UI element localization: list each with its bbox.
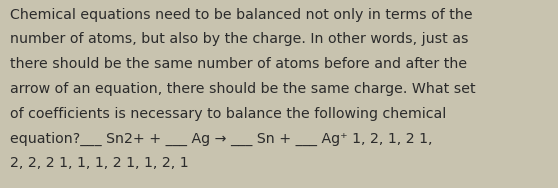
Text: arrow of an equation, there should be the same charge. What set: arrow of an equation, there should be th… bbox=[10, 82, 475, 96]
Text: 2, 2, 2 1, 1, 1, 2 1, 1, 2, 1: 2, 2, 2 1, 1, 1, 2 1, 1, 2, 1 bbox=[10, 156, 189, 170]
Text: there should be the same number of atoms before and after the: there should be the same number of atoms… bbox=[10, 57, 467, 71]
Text: Chemical equations need to be balanced not only in terms of the: Chemical equations need to be balanced n… bbox=[10, 8, 473, 21]
Text: equation?___ Sn2+ + ___ Ag → ___ Sn + ___ Ag⁺ 1, 2, 1, 2 1,: equation?___ Sn2+ + ___ Ag → ___ Sn + __… bbox=[10, 132, 432, 146]
Text: of coefficients is necessary to balance the following chemical: of coefficients is necessary to balance … bbox=[10, 107, 446, 121]
Text: number of atoms, but also by the charge. In other words, just as: number of atoms, but also by the charge.… bbox=[10, 32, 469, 46]
